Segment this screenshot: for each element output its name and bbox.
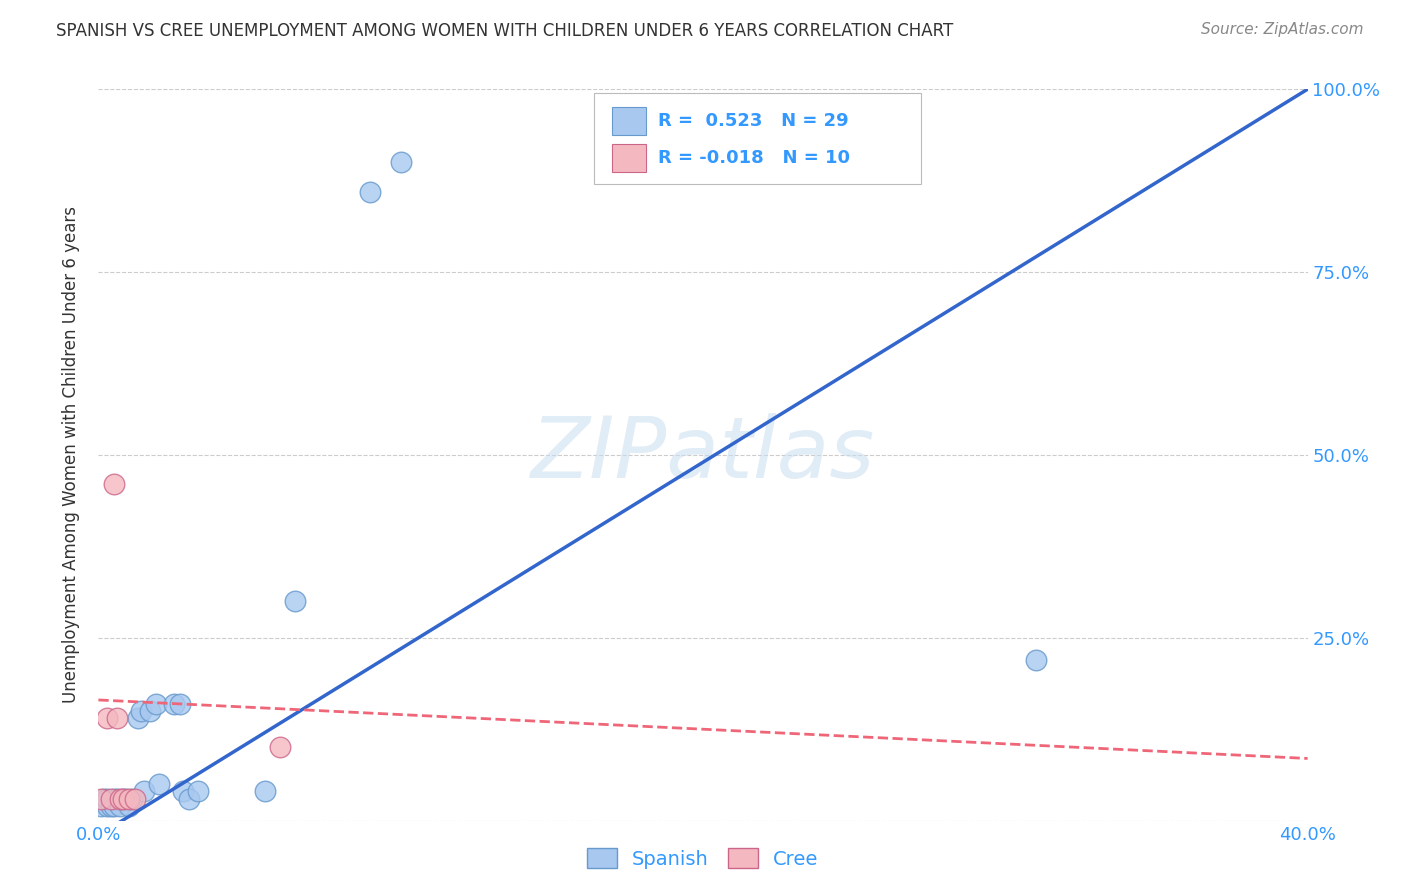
Point bbox=[111, 791, 134, 805]
Point bbox=[93, 791, 115, 805]
Point bbox=[187, 784, 209, 798]
Point bbox=[108, 791, 131, 805]
Text: ZIPatlas: ZIPatlas bbox=[531, 413, 875, 497]
Point bbox=[179, 791, 201, 805]
Y-axis label: Unemployment Among Women with Children Under 6 years: Unemployment Among Women with Children U… bbox=[62, 206, 80, 704]
Point bbox=[105, 791, 128, 805]
Point bbox=[253, 784, 276, 798]
Point bbox=[269, 740, 291, 755]
Point bbox=[148, 777, 170, 791]
Point bbox=[103, 477, 125, 491]
Point bbox=[145, 697, 167, 711]
Point bbox=[163, 697, 186, 711]
Point bbox=[111, 791, 134, 805]
Text: Source: ZipAtlas.com: Source: ZipAtlas.com bbox=[1201, 22, 1364, 37]
Point bbox=[100, 799, 122, 814]
Point bbox=[169, 697, 191, 711]
Point bbox=[118, 791, 141, 805]
Point bbox=[105, 711, 128, 725]
Point bbox=[108, 799, 131, 814]
Point bbox=[103, 791, 125, 805]
FancyBboxPatch shape bbox=[595, 93, 921, 185]
Point bbox=[129, 704, 152, 718]
Legend: Spanish, Cree: Spanish, Cree bbox=[579, 840, 827, 877]
Text: SPANISH VS CREE UNEMPLOYMENT AMONG WOMEN WITH CHILDREN UNDER 6 YEARS CORRELATION: SPANISH VS CREE UNEMPLOYMENT AMONG WOMEN… bbox=[56, 22, 953, 40]
Point bbox=[124, 791, 146, 805]
Point bbox=[96, 791, 118, 805]
Point bbox=[1024, 653, 1046, 667]
Point bbox=[389, 155, 412, 169]
Point bbox=[360, 185, 382, 199]
Point bbox=[172, 784, 194, 798]
Point bbox=[118, 799, 141, 814]
FancyBboxPatch shape bbox=[613, 144, 647, 172]
Point bbox=[284, 594, 307, 608]
Point bbox=[96, 799, 118, 814]
Text: R = -0.018   N = 10: R = -0.018 N = 10 bbox=[658, 149, 851, 167]
Point bbox=[121, 791, 143, 805]
Text: R =  0.523   N = 29: R = 0.523 N = 29 bbox=[658, 112, 849, 130]
Point bbox=[132, 784, 155, 798]
Point bbox=[139, 704, 162, 718]
Point bbox=[90, 791, 112, 805]
Point bbox=[103, 799, 125, 814]
FancyBboxPatch shape bbox=[613, 108, 647, 136]
Point bbox=[114, 791, 136, 805]
Point bbox=[90, 799, 112, 814]
Point bbox=[96, 711, 118, 725]
Point bbox=[127, 711, 149, 725]
Point bbox=[100, 791, 122, 805]
